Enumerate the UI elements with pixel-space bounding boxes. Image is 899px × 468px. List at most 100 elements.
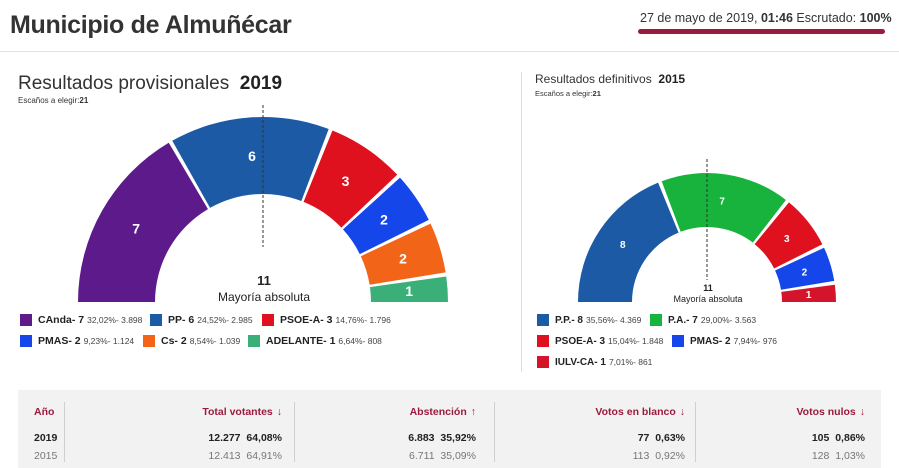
left-arc-canda[interactable] xyxy=(78,142,208,302)
right-majority-number: 11 xyxy=(703,283,713,293)
section-divider xyxy=(521,72,522,372)
right-arc-seat-label: 1 xyxy=(806,290,812,301)
row-2019-null-count: 105 xyxy=(811,432,830,444)
left-title-text: Resultados provisionales xyxy=(18,73,230,94)
row-2019-voters: 12.277 64,08% xyxy=(208,432,282,444)
column-separator xyxy=(695,402,696,462)
left-seats-label: Escaños a elegir: xyxy=(18,96,80,105)
left-legend-party: ADELANTE- 1 xyxy=(266,335,336,347)
right-legend-swatch xyxy=(537,335,549,347)
column-separator xyxy=(294,402,295,462)
sort-down-icon[interactable]: ↓ xyxy=(679,406,685,418)
sort-down-icon[interactable]: ↓ xyxy=(859,406,865,418)
left-title-year: 2019 xyxy=(239,73,283,94)
sort-up-icon[interactable]: ↑ xyxy=(470,406,476,418)
header-abstention[interactable]: Abstención ↑ xyxy=(410,406,476,418)
right-majority-label: Mayoría absoluta xyxy=(673,294,743,304)
right-arc-seat-label: 3 xyxy=(784,234,790,245)
right-seats-to-elect: Escaños a elegir:21 xyxy=(535,89,601,98)
right-arc-iulv-ca[interactable] xyxy=(781,284,836,302)
right-legend-swatch xyxy=(537,314,549,326)
right-legend-detail: 15,04%- 1.848 xyxy=(608,336,664,346)
right-legend-party: PSOE-A- 3 xyxy=(555,335,606,347)
left-legend-swatch xyxy=(262,314,274,326)
row-2015-voters: 12.413 64,91% xyxy=(208,450,282,462)
right-legend-item[interactable]: PMAS- 2 7,94%- 976 xyxy=(672,335,777,347)
right-arc-psoe-a[interactable] xyxy=(754,202,823,269)
right-legend-detail: 29,00%- 3.563 xyxy=(700,315,757,325)
left-legend-detail: 8,54%- 1.039 xyxy=(189,336,241,346)
row-2019-voters-count: 12.277 xyxy=(208,432,241,444)
row-2015-voters-pct: 64,91% xyxy=(246,450,282,462)
left-legend-swatch xyxy=(20,335,32,347)
right-legend-item[interactable]: PSOE-A- 3 15,04%- 1.848 xyxy=(537,335,663,347)
left-legend-item[interactable]: PSOE-A- 3 14,76%- 1.796 xyxy=(262,314,391,326)
sort-down-icon[interactable]: ↓ xyxy=(276,406,282,418)
left-arc-seat-label: 7 xyxy=(132,221,140,237)
right-section-title: Resultados definitivos 2015 xyxy=(535,72,685,86)
right-arc-p-a-[interactable] xyxy=(661,173,786,243)
right-legend-item[interactable]: P.P.- 8 35,56%- 4.369 xyxy=(537,314,641,326)
left-majority-number: 11 xyxy=(257,273,271,288)
row-2015-voters-count: 12.413 xyxy=(208,450,241,462)
left-legend-item[interactable]: ADELANTE- 1 6,64%- 808 xyxy=(248,335,382,347)
right-legend-swatch xyxy=(650,314,662,326)
right-arc-seat-label: 8 xyxy=(620,240,626,251)
right-legend-item[interactable]: P.A.- 7 29,00%- 3.563 xyxy=(650,314,756,326)
row-2015-blank-count: 113 xyxy=(632,450,650,462)
right-seats-label: Escaños a elegir: xyxy=(535,89,593,98)
left-section-title: Resultados provisionales 2019 xyxy=(18,73,282,95)
row-2015-null-count: 128 xyxy=(811,450,830,462)
left-legend-swatch xyxy=(20,314,32,326)
left-arc-pp[interactable] xyxy=(172,117,329,208)
column-separator xyxy=(64,402,65,462)
right-arc-seat-label: 2 xyxy=(802,267,808,278)
left-arc-adelante[interactable] xyxy=(369,276,448,302)
header-blank-votes[interactable]: Votos en blanco ↓ xyxy=(595,406,685,418)
page-header: Municipio de Almuñécar 27 de mayo de 201… xyxy=(0,0,899,52)
status-time: 01:46 xyxy=(760,11,793,25)
right-legend-detail: 35,56%- 4.369 xyxy=(586,315,642,325)
row-2015-null: 128 1,03% xyxy=(812,450,865,462)
left-legend-item[interactable]: PMAS- 2 9,23%- 1.124 xyxy=(20,335,134,347)
left-legend-party: PSOE-A- 3 xyxy=(280,314,333,326)
left-legend-item[interactable]: Cs- 2 8,54%- 1.039 xyxy=(143,335,240,347)
right-legend-item[interactable]: IULV-CA- 1 7,01%- 861 xyxy=(537,356,652,368)
left-arc-pmas[interactable] xyxy=(342,177,429,255)
row-2019-blank-count: 77 xyxy=(637,432,650,444)
left-arc-cs[interactable] xyxy=(360,223,446,285)
left-legend-swatch xyxy=(150,314,162,326)
row-2019-abstention: 6.883 35,92% xyxy=(408,432,476,444)
right-seats-value: 21 xyxy=(592,89,601,98)
row-2019-null-pct: 0,86% xyxy=(835,432,865,444)
row-2015-abstention-pct: 35,09% xyxy=(440,450,476,462)
left-legend-detail: 6,64%- 808 xyxy=(338,336,382,346)
left-legend-detail: 32,02%- 3.898 xyxy=(87,315,143,325)
status-scrutiny-label: Escrutado: xyxy=(792,11,860,25)
left-arc-psoe-a[interactable] xyxy=(303,130,398,228)
row-2015-year: 2015 xyxy=(34,450,58,462)
turnout-table: Año Total votantes ↓ Abstención ↑ Votos en… xyxy=(18,390,881,468)
left-legend-item[interactable]: PP- 6 24,52%- 2.985 xyxy=(150,314,253,326)
right-arc-p-p-[interactable] xyxy=(578,182,679,302)
right-legend-detail: 7,01%- 861 xyxy=(608,357,653,367)
left-legend-swatch xyxy=(248,335,260,347)
header-null-votes-label: Votos nulos xyxy=(796,406,856,418)
left-majority-label: Mayoría absoluta xyxy=(217,290,311,304)
row-2015-abstention: 6.711 35,09% xyxy=(409,450,476,462)
left-arc-seat-label: 2 xyxy=(380,211,388,227)
left-legend-detail: 9,23%- 1.124 xyxy=(83,336,135,346)
row-2019-abstention-pct: 35,92% xyxy=(440,432,476,444)
header-year: Año xyxy=(34,406,55,418)
header-total-voters-label: Total votantes xyxy=(202,406,273,418)
row-2019-null: 105 0,86% xyxy=(812,432,865,444)
left-legend-item[interactable]: CAnda- 7 32,02%- 3.898 xyxy=(20,314,142,326)
left-legend-party: PP- 6 xyxy=(168,314,195,326)
header-abstention-label: Abstención xyxy=(409,406,467,418)
status-scrutiny-value: 100% xyxy=(859,11,892,25)
header-total-voters[interactable]: Total votantes ↓ xyxy=(202,406,282,418)
right-arc-pmas[interactable] xyxy=(775,247,835,290)
scrutiny-status: 27 de mayo de 2019, 01:46 Escrutado: 100… xyxy=(640,11,892,25)
header-null-votes[interactable]: Votos nulos ↓ xyxy=(796,406,865,418)
